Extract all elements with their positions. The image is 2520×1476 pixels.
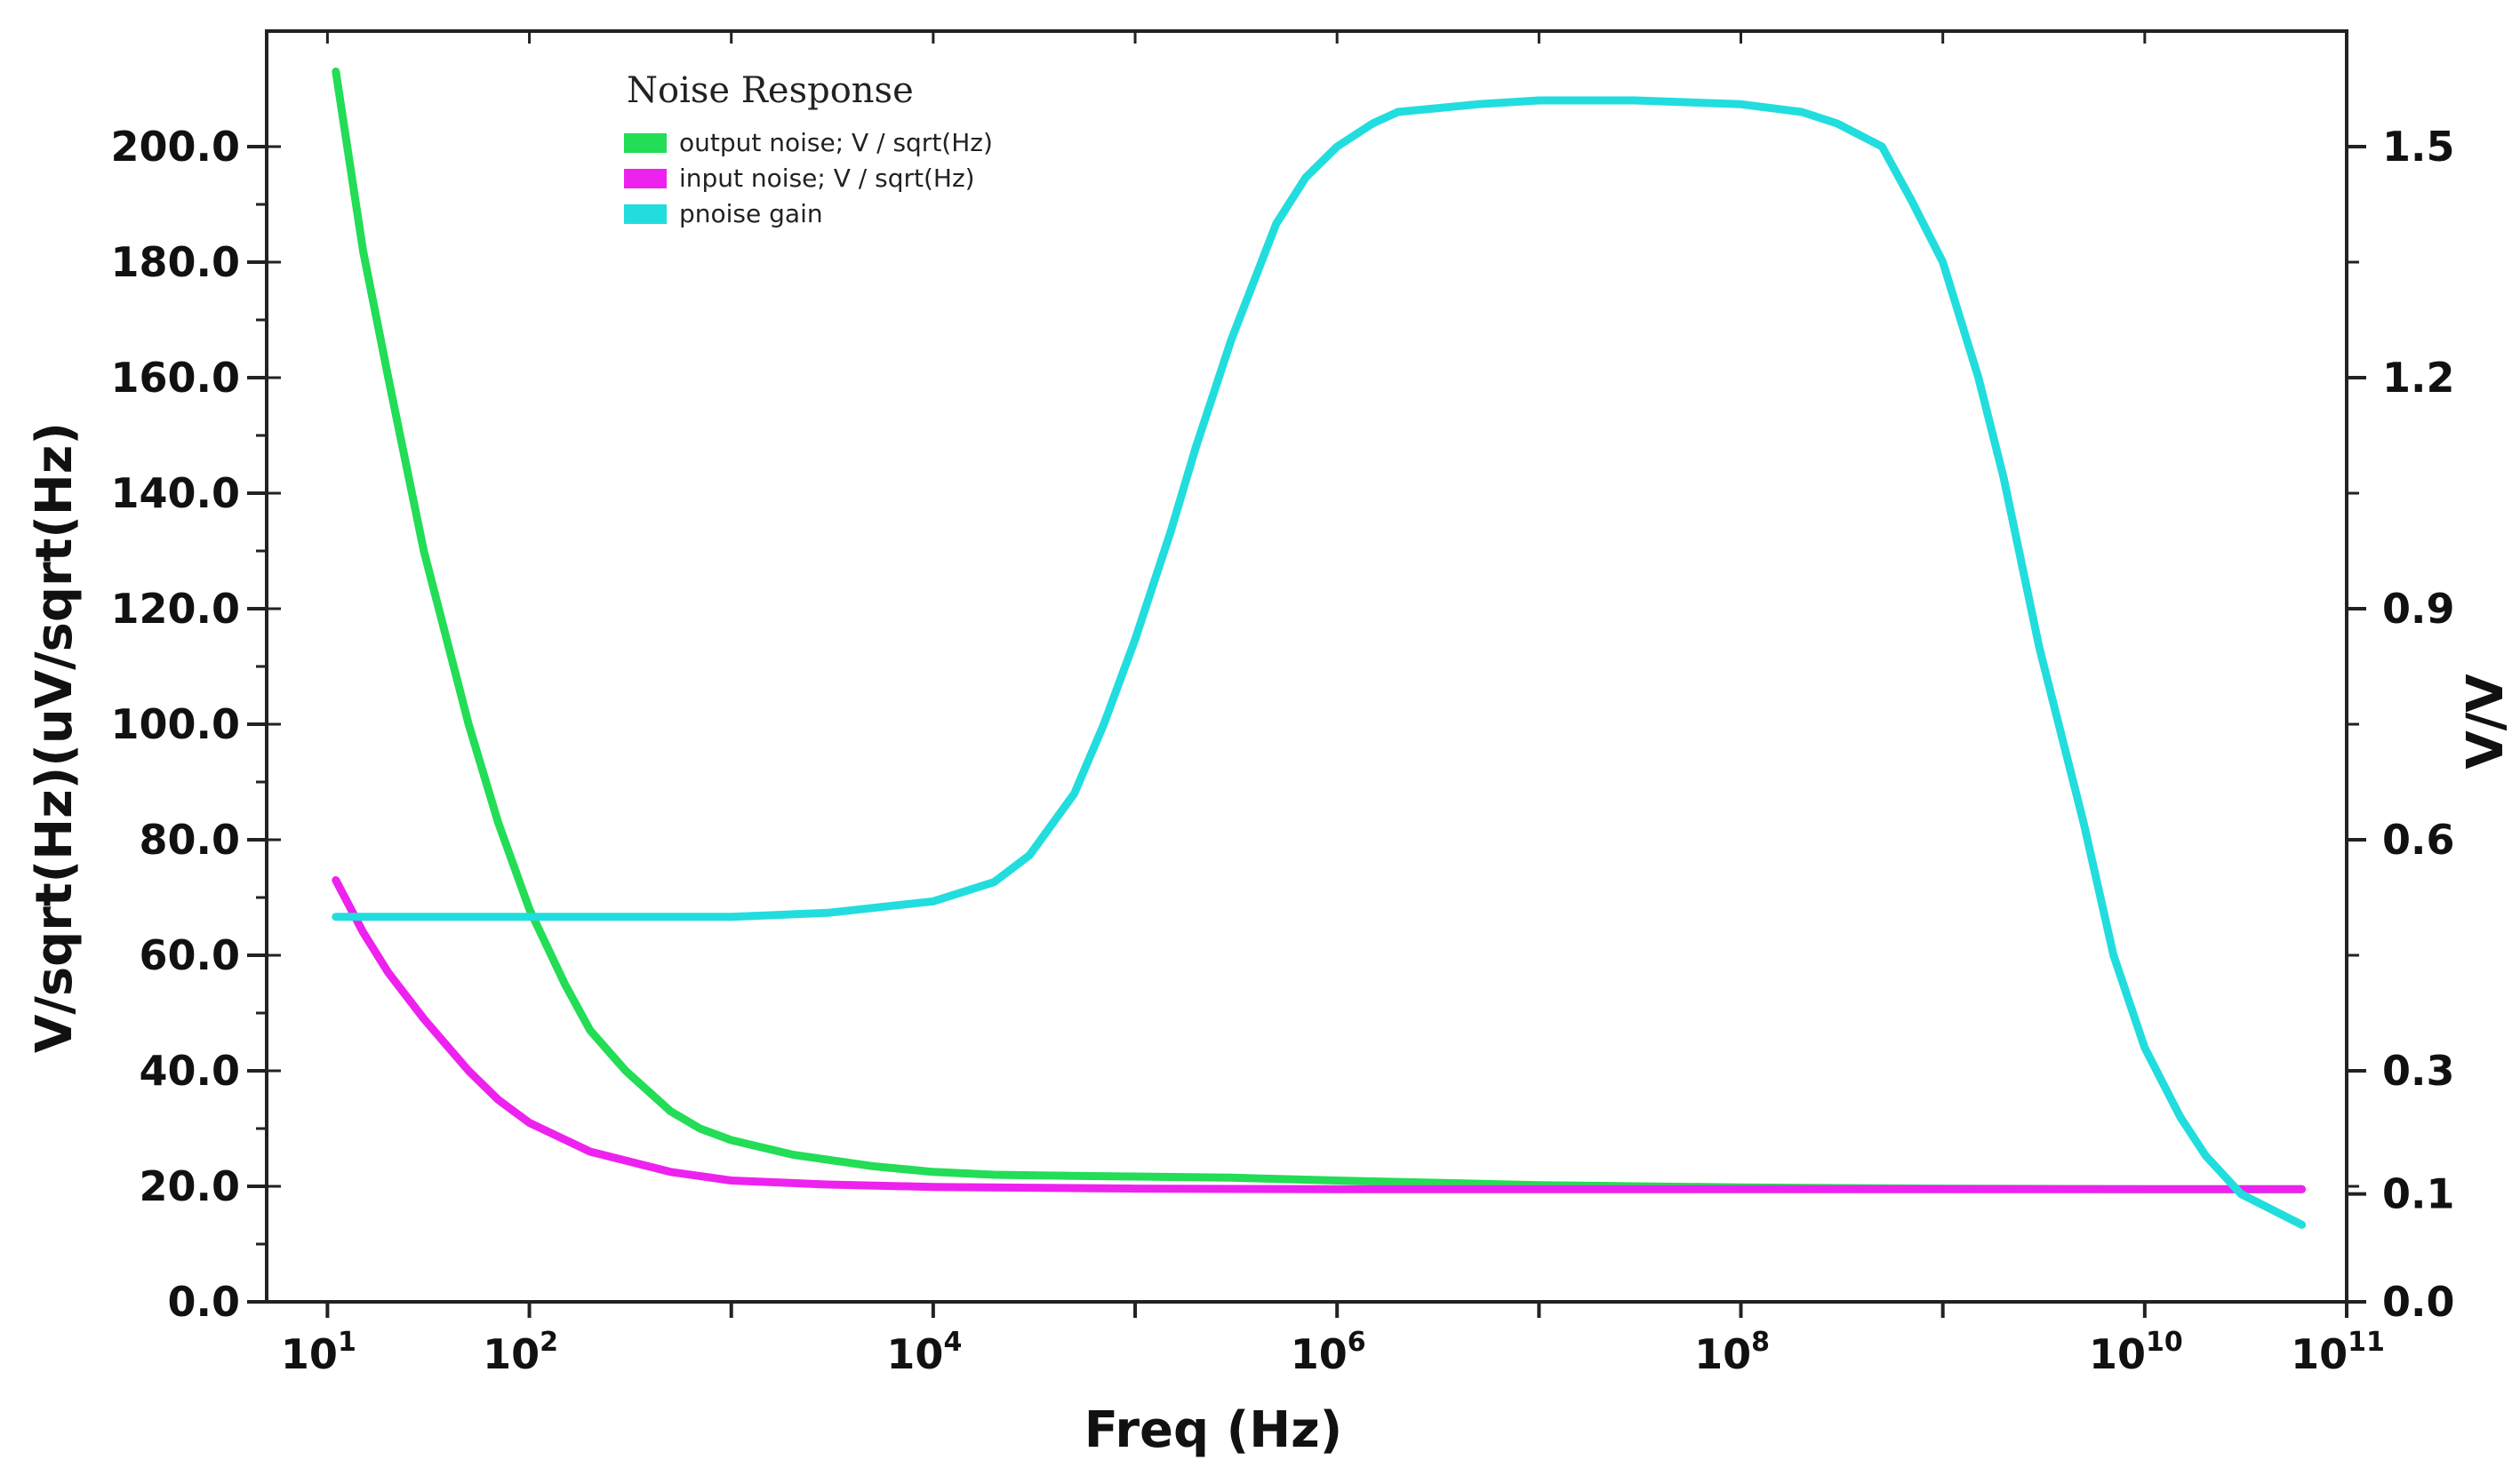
right-tick-label: 1.2 <box>2382 354 2455 402</box>
right-tick-label: 0.9 <box>2382 585 2455 633</box>
left-tick-label: 200.0 <box>110 123 240 171</box>
left-tick-label: 0.0 <box>168 1278 241 1326</box>
legend-label-output-noise: output noise; V / sqrt(Hz) <box>679 128 993 157</box>
right-tick-label: 0.1 <box>2382 1170 2455 1218</box>
input-noise-line <box>332 876 2307 1193</box>
legend-label-pnoise-gain: pnoise gain <box>679 199 823 228</box>
x-tick-label: 104 <box>886 1327 962 1378</box>
series-layer <box>332 68 2307 1229</box>
x-tick-label: 101 <box>281 1327 356 1378</box>
legend-swatch-input-noise <box>624 169 667 188</box>
left-tick-label: 140.0 <box>110 469 240 517</box>
x-axis-title: Freq (Hz) <box>1084 1401 1343 1459</box>
legend-label-input-noise: input noise; V / sqrt(Hz) <box>679 164 975 193</box>
right-axis-title: V/V <box>2457 674 2515 770</box>
x-tick-label: 1011 <box>2291 1327 2385 1378</box>
left-tick-label: 20.0 <box>140 1162 241 1210</box>
right-tick-label: 0.3 <box>2382 1047 2455 1095</box>
left-tick-label: 120.0 <box>110 585 240 633</box>
left-tick-label: 160.0 <box>110 354 240 402</box>
legend-swatch-pnoise-gain <box>624 204 667 224</box>
left-tick-label: 80.0 <box>140 816 241 864</box>
x-tick-label: 106 <box>1291 1327 1366 1378</box>
left-axis-title: V/sqrt(Hz)(uV/sqrt(Hz) <box>26 422 84 1053</box>
left-tick-label: 40.0 <box>140 1047 241 1095</box>
left-tick-label: 60.0 <box>140 931 241 979</box>
right-tick-label: 0.0 <box>2382 1278 2455 1326</box>
legend-title: Noise Response <box>627 70 914 111</box>
left-tick-label: 100.0 <box>110 700 240 748</box>
pnoise-gain-line <box>332 96 2307 1229</box>
legend: Noise Response output noise; V / sqrt(Hz… <box>624 70 993 228</box>
legend-swatch-output-noise <box>624 133 667 153</box>
right-tick-label: 1.5 <box>2382 123 2455 171</box>
x-tick-label: 108 <box>1694 1327 1770 1378</box>
x-tick-label: 1010 <box>2089 1327 2183 1378</box>
right-tick-label: 0.6 <box>2382 816 2455 864</box>
output-noise-line <box>332 68 2307 1193</box>
axis-ticks <box>247 31 2366 1318</box>
left-tick-label: 180.0 <box>110 238 240 286</box>
tick-labels: 0.0 20.0 40.0 60.0 80.0 100.0 120.0 140.0 160.0 1… <box>110 123 2454 1378</box>
x-tick-label: 102 <box>483 1327 558 1378</box>
